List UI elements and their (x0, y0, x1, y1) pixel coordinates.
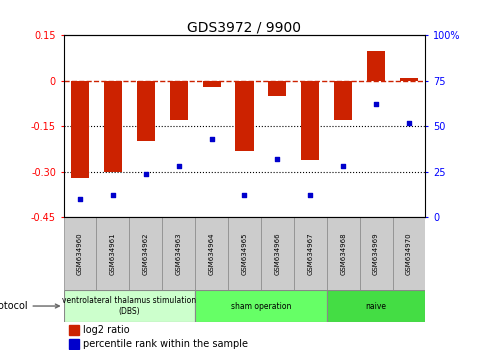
Text: naive: naive (365, 302, 386, 310)
Bar (69, 339, 79, 349)
Text: GSM634960: GSM634960 (77, 232, 83, 275)
Bar (261, 217, 293, 290)
Bar (195, 217, 227, 290)
Bar (63, 290, 195, 322)
Bar (333, 81, 351, 120)
Bar (137, 81, 155, 142)
Point (240, 193, 248, 198)
Text: GSM634967: GSM634967 (306, 232, 313, 275)
Bar (169, 81, 187, 120)
Point (273, 156, 281, 162)
Bar (63, 217, 96, 290)
Bar (69, 325, 79, 335)
Bar (366, 51, 385, 81)
Text: GSM634962: GSM634962 (142, 232, 148, 275)
Bar (326, 217, 359, 290)
Point (174, 164, 182, 169)
Bar (359, 217, 392, 290)
Bar (71, 81, 89, 178)
Text: GSM634965: GSM634965 (241, 232, 247, 275)
Title: GDS3972 / 9900: GDS3972 / 9900 (187, 20, 301, 34)
Point (371, 102, 379, 107)
Point (339, 164, 346, 169)
Point (109, 193, 117, 198)
Bar (129, 217, 162, 290)
Bar (392, 217, 425, 290)
Point (207, 136, 215, 142)
Text: GSM634961: GSM634961 (110, 232, 116, 275)
Bar (195, 290, 326, 322)
Text: sham operation: sham operation (230, 302, 290, 310)
Bar (162, 217, 195, 290)
Bar (103, 81, 122, 172)
Text: log2 ratio: log2 ratio (83, 325, 130, 335)
Bar (268, 81, 286, 96)
Point (76, 196, 84, 202)
Point (142, 171, 149, 176)
Text: GSM634964: GSM634964 (208, 232, 214, 275)
Bar (235, 81, 253, 150)
Text: GSM634963: GSM634963 (175, 232, 182, 275)
Text: GSM634968: GSM634968 (340, 232, 346, 275)
Text: ventrolateral thalamus stimulation
(DBS): ventrolateral thalamus stimulation (DBS) (62, 296, 196, 316)
Bar (326, 290, 425, 322)
Bar (301, 81, 319, 160)
Text: percentile rank within the sample: percentile rank within the sample (83, 339, 248, 349)
Bar (399, 78, 417, 81)
Bar (227, 217, 261, 290)
Text: GSM634970: GSM634970 (405, 232, 411, 275)
Bar (202, 81, 220, 87)
Bar (293, 217, 326, 290)
Text: protocol: protocol (0, 301, 59, 311)
Point (306, 193, 314, 198)
Bar (96, 217, 129, 290)
Point (404, 120, 412, 125)
Text: GSM634966: GSM634966 (274, 232, 280, 275)
Text: GSM634969: GSM634969 (372, 232, 378, 275)
